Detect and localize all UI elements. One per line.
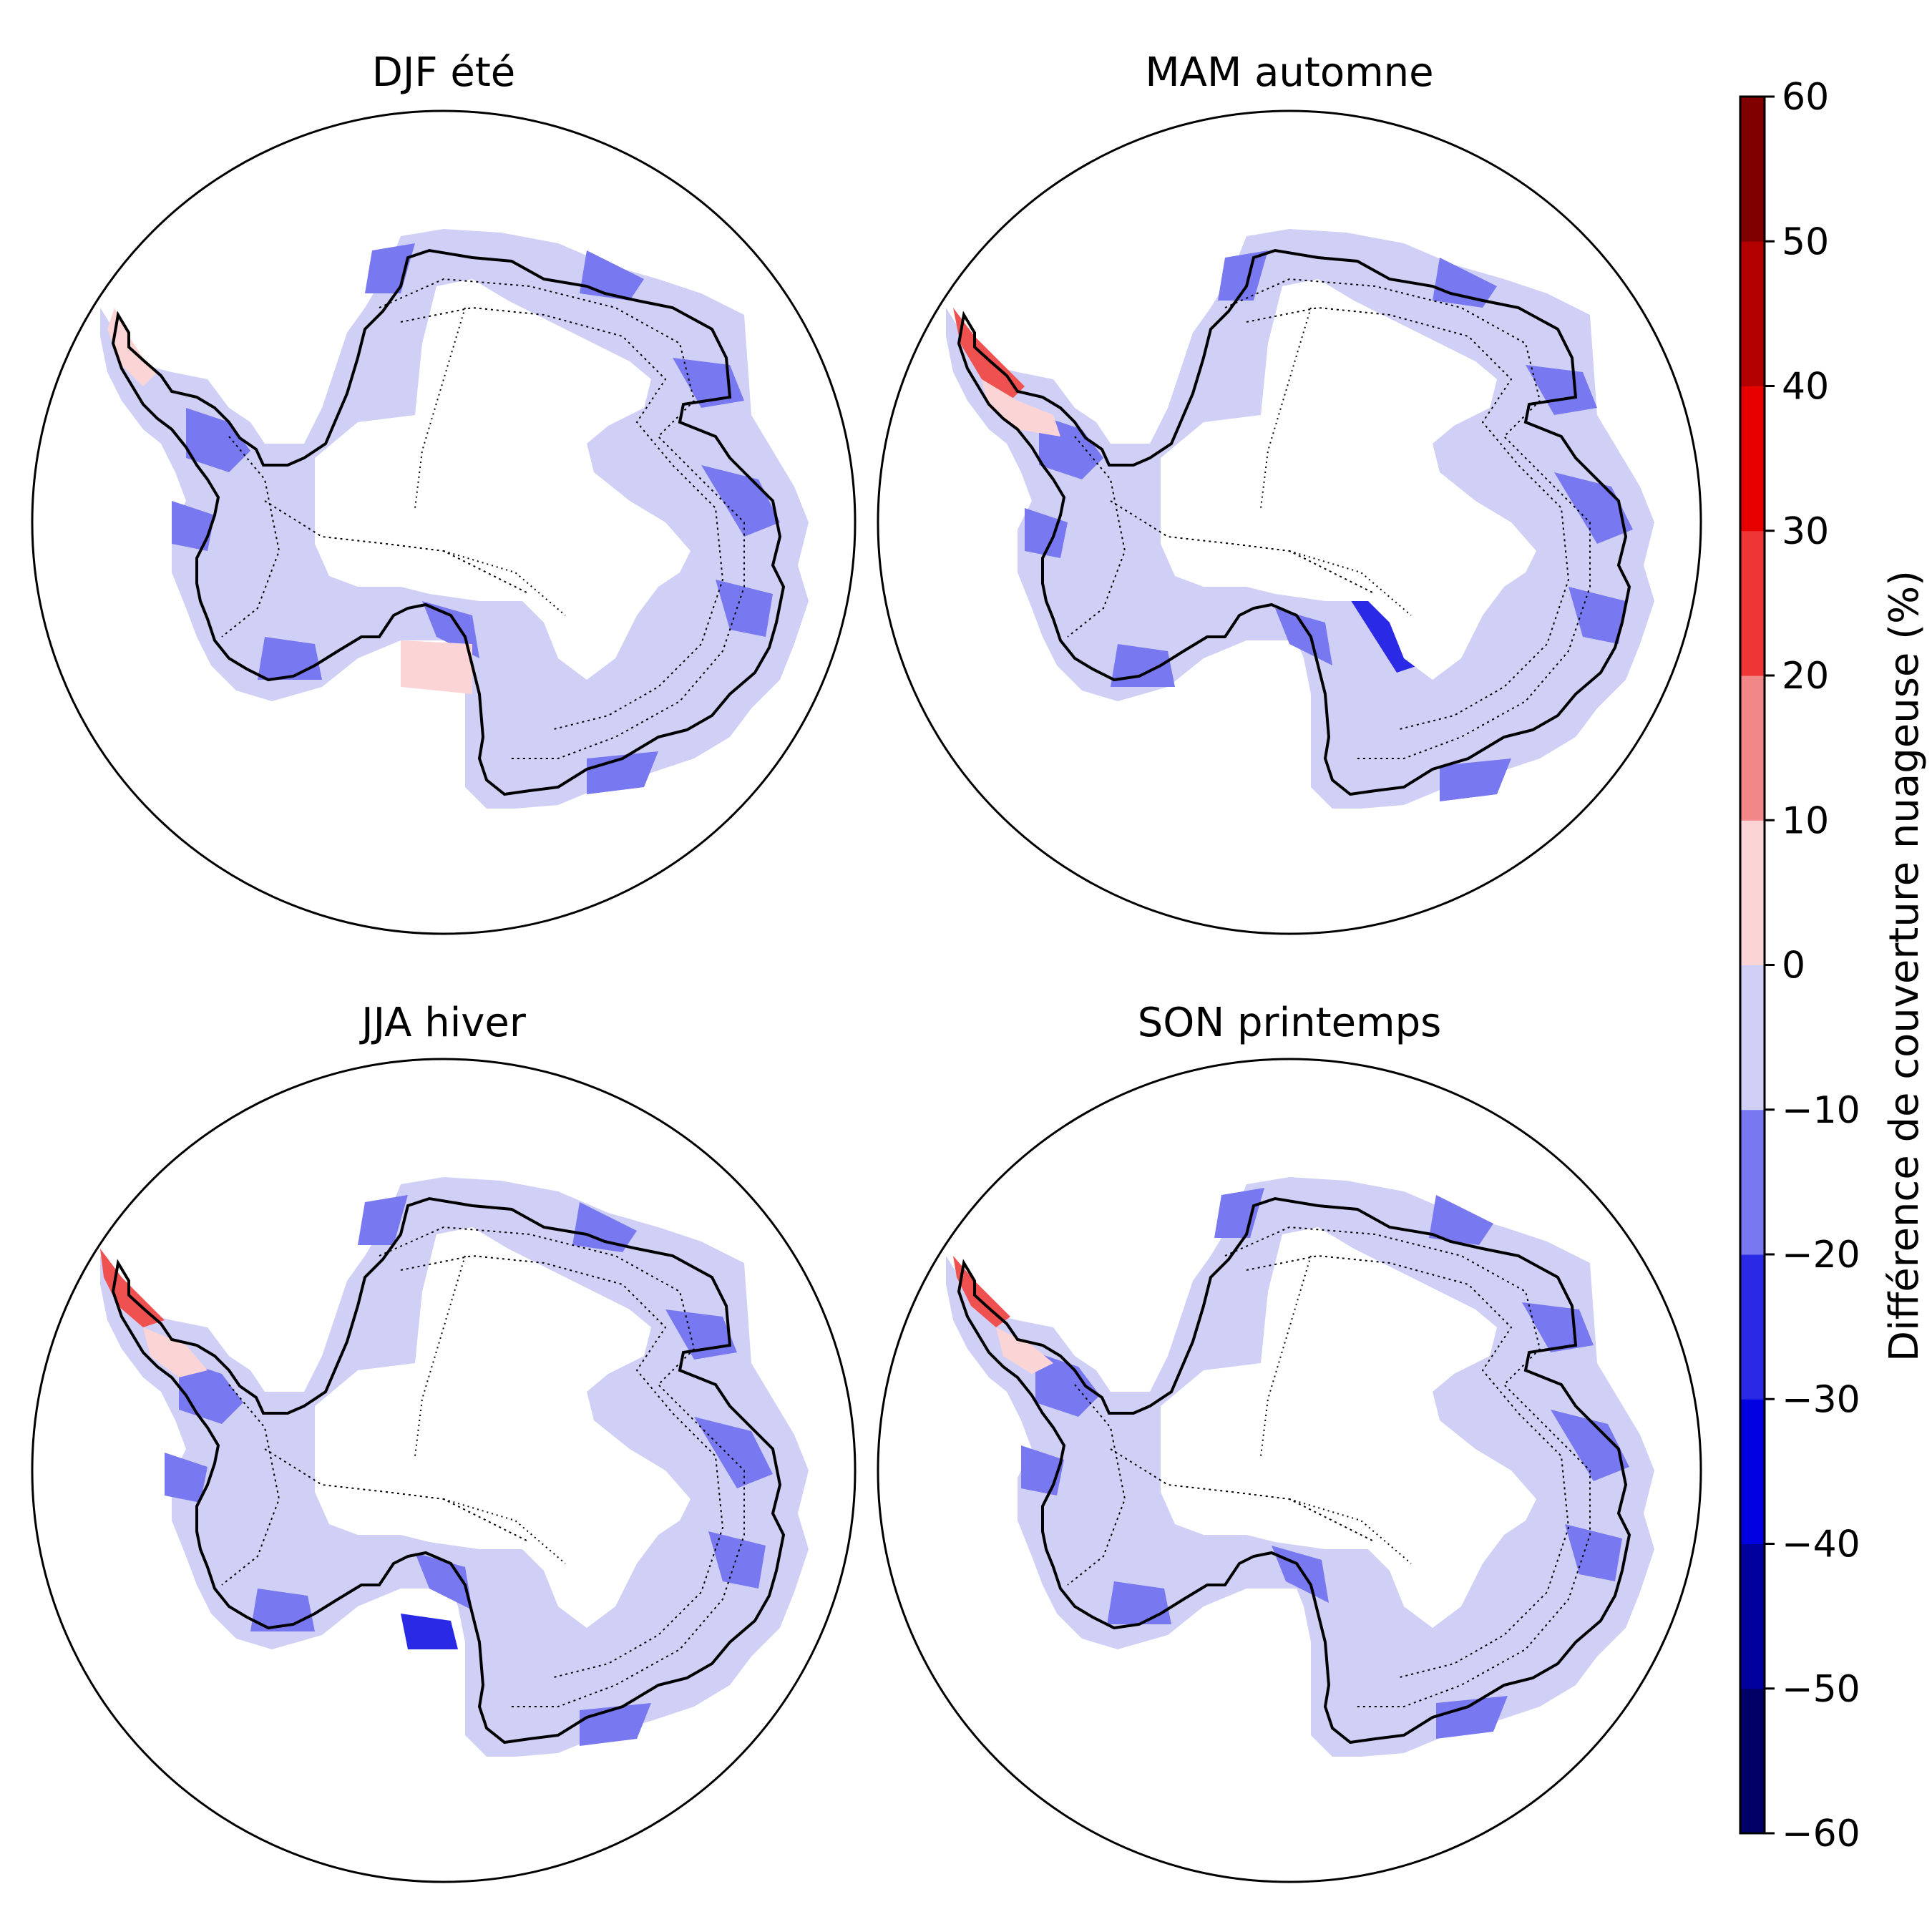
- colorbar-tick-label: −20: [1782, 1234, 1860, 1277]
- colorbar-swatch: [1740, 820, 1765, 965]
- colorbar-tick-label: 0: [1782, 945, 1805, 987]
- colorbar-label: Différence de couverture nuageuse (%): [1881, 570, 1928, 1362]
- colorbar-swatch: [1740, 1399, 1765, 1544]
- colorbar-swatch: [1740, 386, 1765, 532]
- colorbar-tick-label: 30: [1782, 510, 1829, 553]
- red-anomaly-peninsula-djf: [107, 308, 157, 386]
- panel-title-djf: DJF été: [372, 49, 516, 96]
- panel-djf: DJF été: [31, 49, 857, 935]
- light-red-anomaly-peninsula-son: [996, 1327, 1053, 1374]
- colorbar-swatch: [1740, 675, 1765, 821]
- panel-title-son: SON printemps: [1138, 1000, 1442, 1046]
- colorbar-tick-label: 50: [1782, 220, 1829, 263]
- panel-title-mam: MAM automne: [1145, 49, 1433, 96]
- strong-blue-anomaly-mam: [1347, 594, 1418, 673]
- colorbar-tick-label: −10: [1782, 1089, 1860, 1132]
- colorbar-swatch: [1740, 1109, 1765, 1255]
- colorbar-tick-label: −40: [1782, 1523, 1860, 1566]
- colorbar-tick-label: 10: [1782, 799, 1829, 842]
- colorbar-tick-label: −30: [1782, 1378, 1860, 1421]
- colorbar-swatch: [1740, 1688, 1765, 1834]
- colorbar-tick-label: −60: [1782, 1813, 1860, 1855]
- panel-mam: MAM automne: [877, 49, 1702, 935]
- colorbar-tick-label: 40: [1782, 366, 1829, 409]
- panel-title-jja: JJA hiver: [359, 1000, 527, 1046]
- colorbar-ticks: 60 50 40 30 20 10 0 −10 −20 −30 −40 −50 −60: [1765, 76, 1860, 1855]
- colorbar-tick-label: −50: [1782, 1668, 1860, 1711]
- colorbar-swatch: [1740, 1254, 1765, 1400]
- colorbar-swatch: [1740, 241, 1765, 386]
- light-red-anomaly-peninsula-mam: [982, 379, 1060, 436]
- colorbar-swatch: [1740, 97, 1765, 242]
- colorbar-swatch: [1740, 965, 1765, 1111]
- light-red-anomaly-peninsula-jja: [143, 1327, 208, 1377]
- red-anomaly-peninsula-son: [953, 1256, 1010, 1327]
- red-anomaly-peninsula-jja: [100, 1249, 165, 1327]
- colorbar-tick-label: 20: [1782, 655, 1829, 698]
- panel-son: SON printemps: [877, 1000, 1702, 1883]
- panel-jja: JJA hiver: [31, 1000, 857, 1883]
- colorbar-swatch: [1740, 530, 1765, 676]
- red-anomaly-rossice-djf: [401, 640, 472, 694]
- colorbar-swatches: [1740, 97, 1765, 1834]
- colorbar-swatch: [1740, 1543, 1765, 1689]
- colorbar-tick-label: 60: [1782, 76, 1829, 119]
- colorbar: 60 50 40 30 20 10 0 −10 −20 −30 −40 −50 −60 Différen…: [1739, 76, 1928, 1855]
- strong-blue-anomaly-jja: [401, 1614, 458, 1649]
